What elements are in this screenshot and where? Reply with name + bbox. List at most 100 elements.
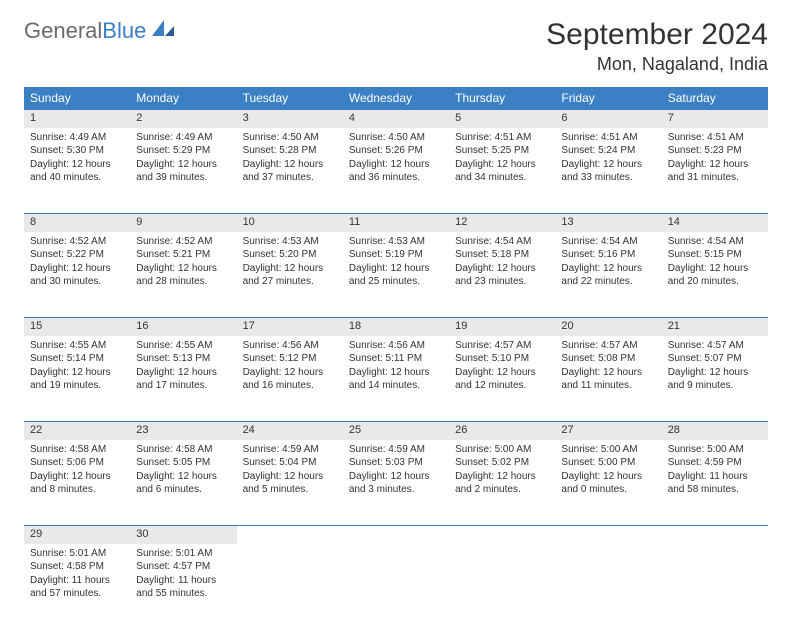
day-number-cell: 7 [662,110,768,128]
month-title: September 2024 [546,18,768,52]
daylight-text-2: and 33 minutes. [561,171,655,185]
sunrise-text: Sunrise: 4:56 AM [349,339,443,353]
sunrise-text: Sunrise: 4:50 AM [243,131,337,145]
sunrise-text: Sunrise: 4:58 AM [30,443,124,457]
day-content-cell [343,544,449,630]
day-content-cell: Sunrise: 4:57 AMSunset: 5:08 PMDaylight:… [555,336,661,422]
sunrise-text: Sunrise: 4:57 AM [455,339,549,353]
sunset-text: Sunset: 5:28 PM [243,144,337,158]
daylight-text-1: Daylight: 11 hours [136,574,230,588]
sunrise-text: Sunrise: 4:52 AM [30,235,124,249]
daylight-text-2: and 55 minutes. [136,587,230,601]
weekday-header: Friday [555,87,661,110]
daylight-text-2: and 25 minutes. [349,275,443,289]
day-number-cell [449,526,555,544]
daylight-text-2: and 11 minutes. [561,379,655,393]
daylight-text-2: and 58 minutes. [668,483,762,497]
daylight-text-1: Daylight: 12 hours [561,262,655,276]
day-content-cell: Sunrise: 5:00 AMSunset: 5:00 PMDaylight:… [555,440,661,526]
day-content-cell: Sunrise: 4:49 AMSunset: 5:29 PMDaylight:… [130,128,236,214]
sunset-text: Sunset: 5:18 PM [455,248,549,262]
header: GeneralBlue September 2024 Mon, Nagaland… [24,18,768,75]
daylight-text-2: and 9 minutes. [668,379,762,393]
daylight-text-1: Daylight: 12 hours [349,366,443,380]
day-content-cell: Sunrise: 4:57 AMSunset: 5:10 PMDaylight:… [449,336,555,422]
day-number-cell: 13 [555,214,661,232]
daylight-text-1: Daylight: 12 hours [243,470,337,484]
sunrise-text: Sunrise: 5:00 AM [561,443,655,457]
sunrise-text: Sunrise: 5:01 AM [30,547,124,561]
day-content-row: Sunrise: 4:52 AMSunset: 5:22 PMDaylight:… [24,232,768,318]
sunset-text: Sunset: 5:10 PM [455,352,549,366]
sunset-text: Sunset: 5:20 PM [243,248,337,262]
daylight-text-1: Daylight: 12 hours [243,158,337,172]
daylight-text-2: and 28 minutes. [136,275,230,289]
day-number-cell [237,526,343,544]
daylight-text-1: Daylight: 12 hours [30,262,124,276]
sunrise-text: Sunrise: 4:57 AM [561,339,655,353]
day-number-cell: 25 [343,422,449,440]
day-content-cell: Sunrise: 4:53 AMSunset: 5:20 PMDaylight:… [237,232,343,318]
daylight-text-2: and 6 minutes. [136,483,230,497]
day-content-cell: Sunrise: 4:49 AMSunset: 5:30 PMDaylight:… [24,128,130,214]
day-content-cell: Sunrise: 4:59 AMSunset: 5:04 PMDaylight:… [237,440,343,526]
day-number-cell: 26 [449,422,555,440]
daylight-text-2: and 16 minutes. [243,379,337,393]
daylight-text-2: and 40 minutes. [30,171,124,185]
day-content-cell: Sunrise: 4:56 AMSunset: 5:12 PMDaylight:… [237,336,343,422]
day-content-row: Sunrise: 4:55 AMSunset: 5:14 PMDaylight:… [24,336,768,422]
day-content-cell: Sunrise: 4:54 AMSunset: 5:18 PMDaylight:… [449,232,555,318]
day-number-row: 15161718192021 [24,318,768,336]
daylight-text-1: Daylight: 12 hours [561,366,655,380]
sunrise-text: Sunrise: 4:58 AM [136,443,230,457]
weekday-header: Sunday [24,87,130,110]
day-content-cell: Sunrise: 4:59 AMSunset: 5:03 PMDaylight:… [343,440,449,526]
day-content-cell: Sunrise: 4:51 AMSunset: 5:23 PMDaylight:… [662,128,768,214]
sunrise-text: Sunrise: 4:51 AM [561,131,655,145]
sunrise-text: Sunrise: 4:52 AM [136,235,230,249]
sunset-text: Sunset: 5:02 PM [455,456,549,470]
day-number-cell: 23 [130,422,236,440]
sunset-text: Sunset: 5:16 PM [561,248,655,262]
day-content-row: Sunrise: 4:49 AMSunset: 5:30 PMDaylight:… [24,128,768,214]
sunset-text: Sunset: 5:24 PM [561,144,655,158]
daylight-text-2: and 57 minutes. [30,587,124,601]
sunrise-text: Sunrise: 4:53 AM [349,235,443,249]
daylight-text-1: Daylight: 12 hours [30,470,124,484]
location: Mon, Nagaland, India [546,54,768,75]
sunrise-text: Sunrise: 4:50 AM [349,131,443,145]
day-content-cell: Sunrise: 4:51 AMSunset: 5:25 PMDaylight:… [449,128,555,214]
day-number-row: 891011121314 [24,214,768,232]
sunset-text: Sunset: 4:59 PM [668,456,762,470]
daylight-text-1: Daylight: 11 hours [668,470,762,484]
daylight-text-2: and 3 minutes. [349,483,443,497]
daylight-text-2: and 17 minutes. [136,379,230,393]
day-number-cell: 8 [24,214,130,232]
sunset-text: Sunset: 5:21 PM [136,248,230,262]
weekday-header: Monday [130,87,236,110]
daylight-text-1: Daylight: 12 hours [455,262,549,276]
day-number-cell: 29 [24,526,130,544]
sunset-text: Sunset: 5:08 PM [561,352,655,366]
daylight-text-1: Daylight: 12 hours [668,158,762,172]
sunrise-text: Sunrise: 5:00 AM [455,443,549,457]
sunrise-text: Sunrise: 4:49 AM [30,131,124,145]
sunset-text: Sunset: 5:00 PM [561,456,655,470]
weekday-header-row: Sunday Monday Tuesday Wednesday Thursday… [24,87,768,110]
day-content-cell: Sunrise: 4:55 AMSunset: 5:13 PMDaylight:… [130,336,236,422]
daylight-text-2: and 39 minutes. [136,171,230,185]
day-number-cell [343,526,449,544]
sunset-text: Sunset: 5:07 PM [668,352,762,366]
sunrise-text: Sunrise: 4:53 AM [243,235,337,249]
sunset-text: Sunset: 4:58 PM [30,560,124,574]
day-number-cell: 22 [24,422,130,440]
sunset-text: Sunset: 5:29 PM [136,144,230,158]
daylight-text-1: Daylight: 12 hours [136,158,230,172]
sunrise-text: Sunrise: 4:56 AM [243,339,337,353]
daylight-text-1: Daylight: 12 hours [349,470,443,484]
weekday-header: Wednesday [343,87,449,110]
day-content-cell: Sunrise: 4:58 AMSunset: 5:05 PMDaylight:… [130,440,236,526]
daylight-text-1: Daylight: 12 hours [349,262,443,276]
day-content-cell: Sunrise: 4:51 AMSunset: 5:24 PMDaylight:… [555,128,661,214]
sunrise-text: Sunrise: 4:49 AM [136,131,230,145]
